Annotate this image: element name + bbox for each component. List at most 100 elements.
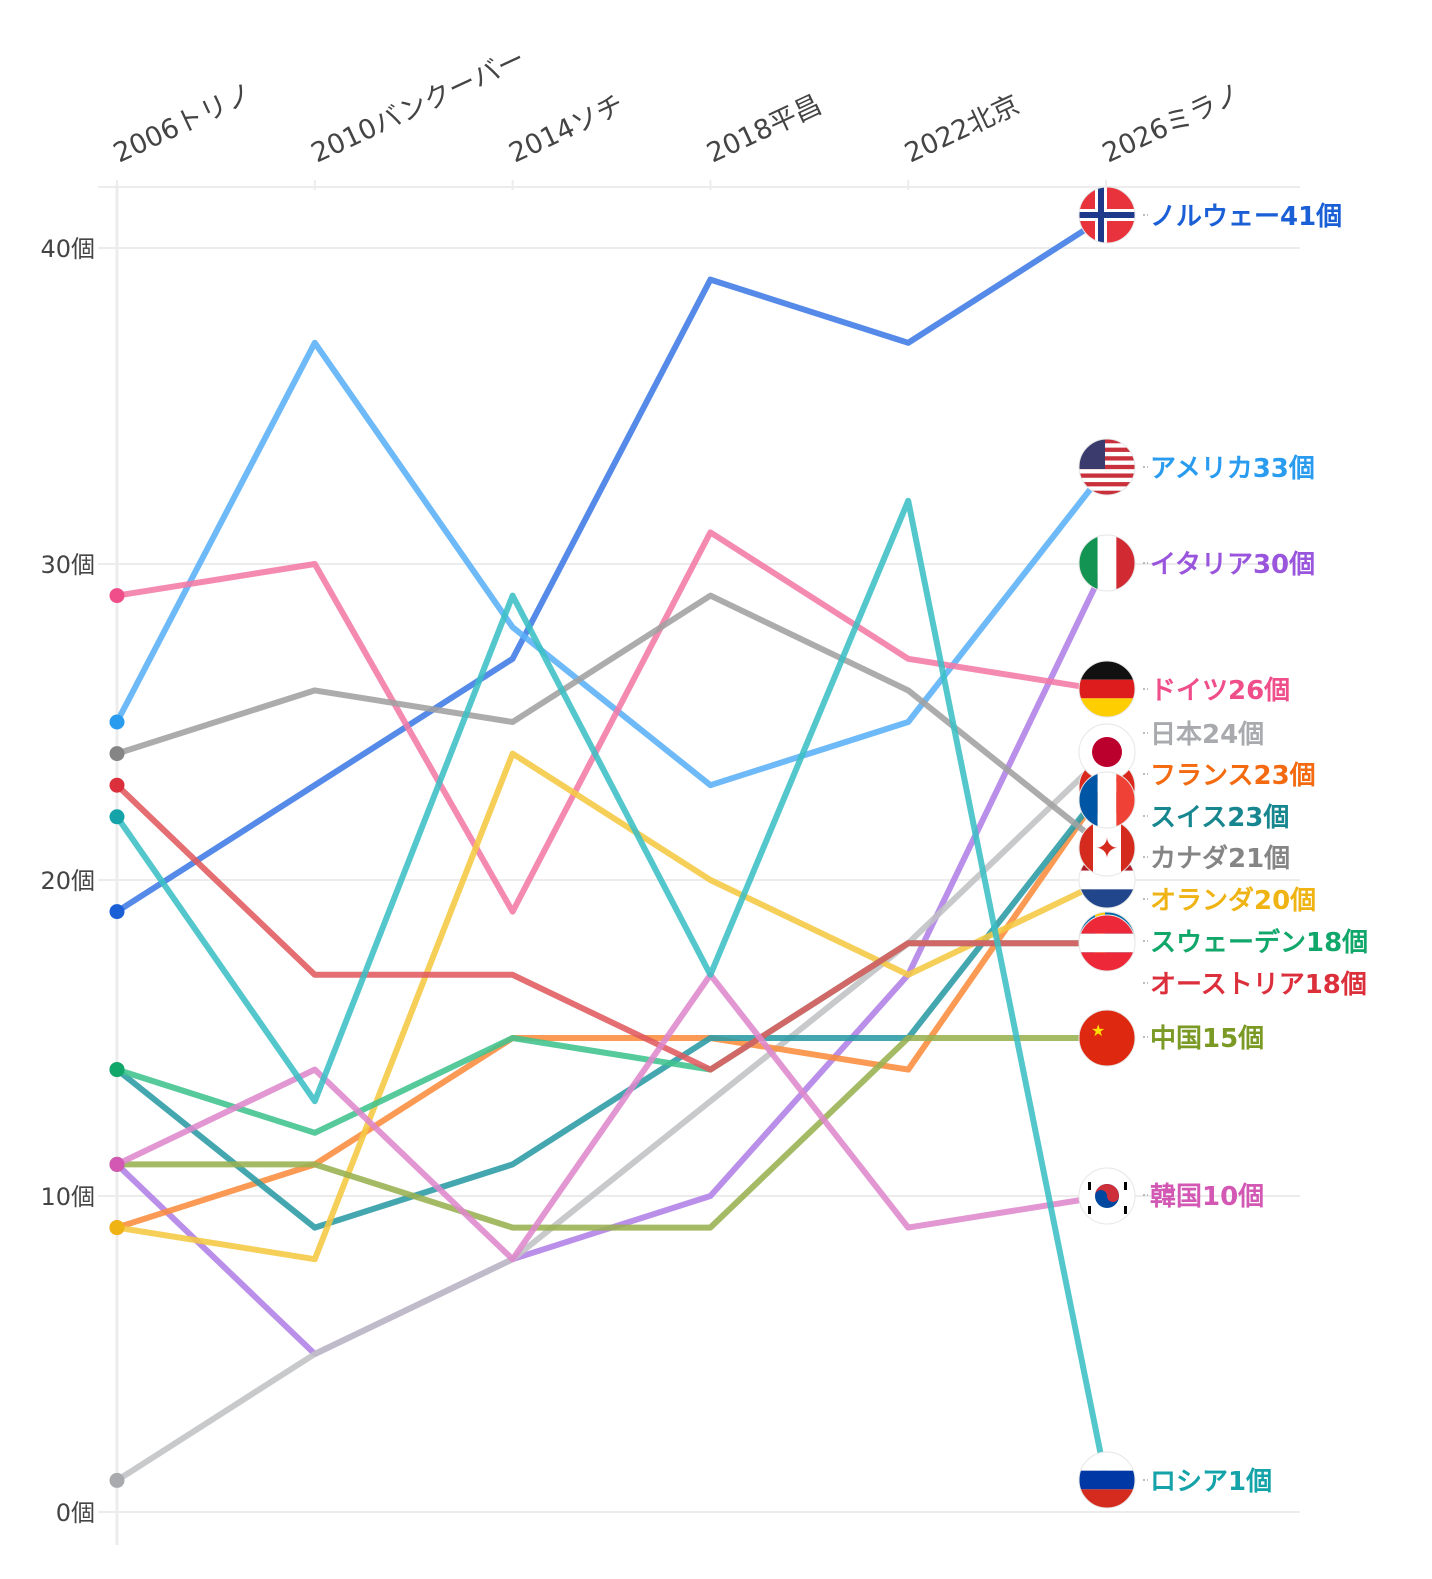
end-label-italy: イタリア30個 (1150, 550, 1315, 580)
end-label-switzerland: スイス23個 (1150, 803, 1289, 833)
flag-border (1078, 1009, 1136, 1067)
flag-body (1079, 535, 1135, 591)
series-line-japan (115, 751, 1109, 1483)
flag-body (1079, 439, 1135, 495)
end-label-france: フランス23個 (1150, 761, 1316, 791)
series-line-switzerland (115, 783, 1109, 1231)
russia-flag-icon (1078, 1451, 1136, 1509)
flag-border (1078, 186, 1136, 244)
x-tick-label: 2014ソチ (504, 89, 628, 169)
flag-body (1079, 772, 1135, 828)
flag-part (1079, 679, 1135, 699)
flag-part (1079, 443, 1135, 449)
flag-border (1078, 660, 1136, 718)
china-flag-icon: ★ (1078, 1009, 1136, 1067)
austria-flag-icon (1078, 914, 1136, 972)
end-label-netherlands: オランダ20個 (1150, 885, 1316, 916)
y-tick-label: 10個 (40, 1183, 95, 1211)
flag-part (1079, 460, 1135, 466)
flag-part (1079, 698, 1135, 717)
y-tick-label: 0個 (56, 1499, 95, 1527)
flag-part (1079, 469, 1135, 474)
series-line-netherlands (116, 750, 1108, 1263)
flag-part (1079, 915, 1135, 934)
flag-part (1079, 473, 1135, 479)
series-line-china (117, 1035, 1106, 1231)
italy-flag-icon (1078, 534, 1136, 592)
series-line-france (116, 783, 1109, 1231)
star: ★ (1091, 1021, 1105, 1040)
start-point-korea (109, 1156, 125, 1172)
y-tick-label: 20個 (40, 867, 95, 895)
flag-part (1079, 482, 1135, 487)
flag-part (1079, 661, 1135, 680)
flag-part (1116, 772, 1135, 828)
end-label-sweden: スウェーデン18個 (1150, 927, 1368, 958)
series-line-germany (116, 529, 1107, 915)
end-label-russia: ロシア1個 (1150, 1467, 1272, 1497)
france-flag-icon (1078, 771, 1136, 829)
x-tick-label: 2006トリノ (109, 78, 258, 169)
start-point-japan (109, 1472, 125, 1488)
germany-flag-icon (1078, 660, 1136, 718)
end-label-norway: ノルウェー41個 (1150, 202, 1342, 232)
norway-flag-icon (1078, 186, 1136, 244)
japan-flag-icon (1078, 723, 1136, 781)
series-line-canada (116, 592, 1108, 851)
flag-border (1078, 1167, 1136, 1225)
flag-border (1078, 914, 1136, 972)
start-point-canada (109, 746, 125, 762)
x-tick-label: 2018平昌 (702, 89, 826, 169)
flag-border (1078, 534, 1136, 592)
flag-body (1079, 187, 1135, 243)
series-line-usa (114, 339, 1109, 789)
flag-part (1079, 439, 1135, 444)
y-tick-label: 40個 (40, 235, 95, 263)
flag-part (1079, 933, 1135, 953)
x-tick-label: 2026ミラノ (1098, 78, 1246, 169)
flag-body (1079, 915, 1135, 971)
end-label-germany: ドイツ26個 (1150, 676, 1290, 706)
flag-border (1078, 771, 1136, 829)
flag-part (1079, 456, 1135, 462)
flag-part (1079, 952, 1135, 971)
series-line-norway (115, 213, 1108, 915)
flag-body: ★ (1079, 1010, 1135, 1066)
flag-body (1079, 1452, 1135, 1508)
flag-part (1079, 772, 1098, 828)
usa-flag-icon (1078, 438, 1136, 496)
y-tick-label: 30個 (40, 551, 95, 579)
flag-part (1088, 1206, 1091, 1214)
flag-part (1079, 477, 1135, 483)
end-label-china: 中国15個 (1150, 1024, 1264, 1054)
end-label-japan: 日本24個 (1150, 720, 1264, 750)
start-point-russia (109, 809, 125, 825)
flag-part (1079, 1452, 1135, 1471)
end-label-usa: アメリカ33個 (1150, 454, 1315, 484)
flag-part (1079, 1010, 1135, 1066)
flag-part (1079, 447, 1135, 453)
flag-part (1116, 535, 1135, 591)
flag-border (1078, 438, 1136, 496)
maple-leaf: ✦ (1095, 832, 1118, 865)
flag-border (1078, 1451, 1136, 1509)
flag-part (1097, 535, 1117, 591)
x-tick-label: 2010バンクーバー (307, 43, 530, 169)
start-point-usa (109, 714, 125, 730)
flag-part (1079, 1489, 1135, 1508)
start-point-sweden (109, 1062, 125, 1078)
flag-part (1079, 486, 1135, 492)
end-label-austria: オーストリア18個 (1150, 970, 1367, 1000)
korea-flag-icon (1078, 1167, 1136, 1225)
flag-part (1124, 1206, 1127, 1214)
flag-part (1079, 1470, 1135, 1490)
flag-part (1124, 1182, 1127, 1190)
end-label-korea: 韓国10個 (1150, 1182, 1264, 1212)
x-tick-label: 2022北京 (900, 89, 1024, 169)
end-label-canada: カナダ21個 (1150, 843, 1290, 874)
flag-part (1079, 464, 1135, 470)
flag-part (1079, 535, 1098, 591)
flag-part (1095, 1184, 1119, 1202)
flag-part (1079, 870, 1135, 890)
